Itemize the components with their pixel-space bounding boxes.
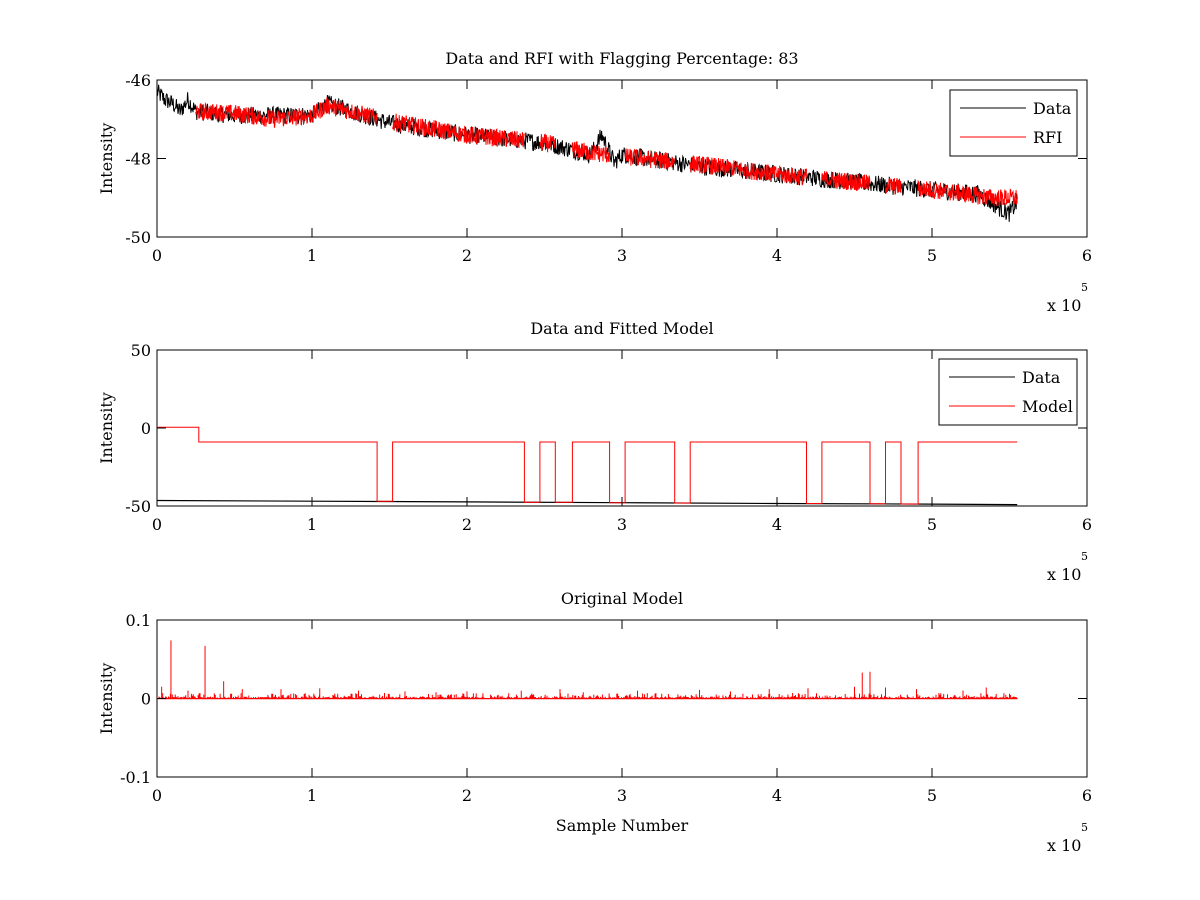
series-rfi-segment [571,141,611,163]
y-tick-label: 0 [141,419,151,438]
legend-box [938,358,1078,426]
series-rfi-segment [885,177,902,195]
x-tick-label: 6 [1082,515,1092,534]
x-multiplier-label: x 10 [1047,836,1081,855]
x-tick-label: 1 [307,246,317,265]
subplot-title: Data and RFI with Flagging Percentage: 8… [445,49,798,68]
x-tick-label: 2 [462,786,472,805]
series-rfi-segment [195,97,378,128]
subplot-title: Original Model [561,589,683,608]
y-tick-label: -50 [125,228,151,247]
series-rfi-segment [917,180,1018,207]
y-tick-label: 0 [141,690,151,709]
series-model-line [157,426,1018,505]
x-tick-label: 5 [927,515,937,534]
x-tick-label: 3 [617,786,627,805]
x-multiplier-label: x 10 [1047,565,1081,584]
plot-area [157,84,1018,222]
x-axis-label: Sample Number [556,816,689,835]
x-tick-label: 1 [307,786,317,805]
legend: Data RFI [949,89,1078,157]
y-tick-label: -0.1 [120,768,151,787]
legend-box [949,89,1078,157]
series-rfi-segment [821,171,871,192]
y-tick-label: -46 [125,71,151,90]
series-noise [157,693,1018,700]
x-tick-label: 5 [927,246,937,265]
y-tick-label: 0.1 [126,611,151,630]
y-axis-label: Intensity [97,392,116,464]
legend: Data Model [938,358,1078,426]
series-rfi-segment [689,155,807,186]
x-tick-label: 4 [772,515,782,534]
x-multiplier-label: x 10 [1047,296,1081,315]
x-tick-label: 0 [152,786,162,805]
x-tick-label: 2 [462,515,472,534]
x-multiplier-exponent: 5 [1081,550,1088,563]
series-rfi-segment [539,133,556,153]
x-tick-label: 4 [772,246,782,265]
x-tick-label: 4 [772,786,782,805]
x-tick-label: 3 [617,246,627,265]
x-tick-label: 1 [307,515,317,534]
legend-label: RFI [1033,128,1062,147]
x-tick-label: 0 [152,246,162,265]
x-multiplier-exponent: 5 [1081,821,1088,834]
y-axis-label: Intensity [97,663,116,735]
x-tick-label: 6 [1082,786,1092,805]
subplot-title: Data and Fitted Model [530,319,713,338]
y-tick-label: -50 [125,497,151,516]
y-tick-label: -48 [125,150,151,169]
legend-label: Data [1033,99,1072,118]
x-tick-label: 3 [617,515,627,534]
x-tick-label: 2 [462,246,472,265]
legend-label: Data [1022,368,1061,387]
plot-area [157,640,1018,700]
x-tick-label: 0 [152,515,162,534]
y-tick-label: 50 [131,341,151,360]
x-multiplier-exponent: 5 [1081,281,1088,294]
legend-label: Model [1022,397,1073,416]
x-tick-label: 6 [1082,246,1092,265]
series-rfi-segment [392,113,525,148]
x-tick-label: 5 [927,786,937,805]
y-axis-label: Intensity [97,123,116,195]
series-rfi-segment [624,148,675,170]
